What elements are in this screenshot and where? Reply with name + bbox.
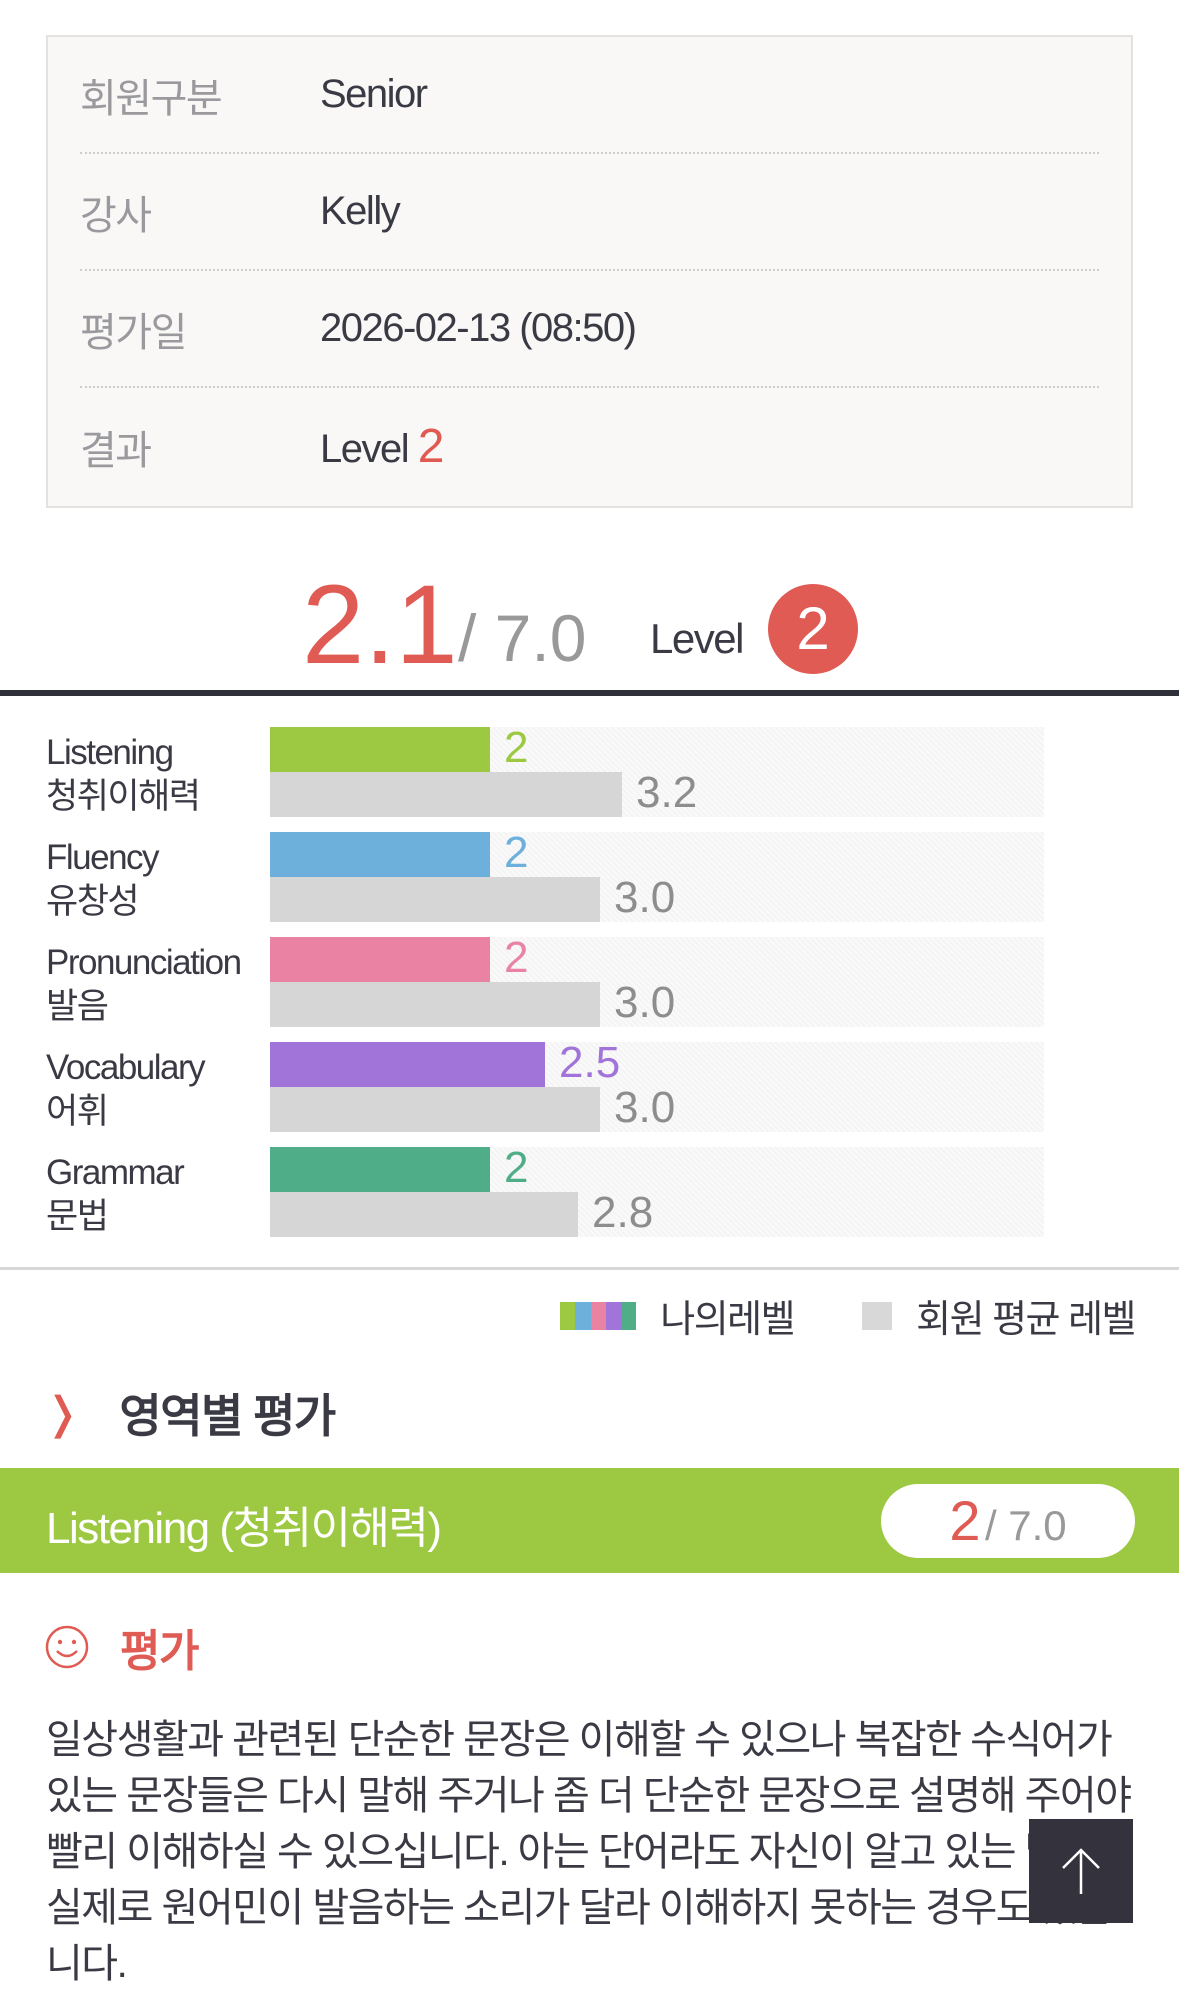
- bar-average: [270, 877, 600, 922]
- chart-row: Vocabulary 어휘 2.5 3.0: [0, 1038, 1179, 1147]
- category-label: Listening 청취이해력: [46, 731, 201, 819]
- info-value: Kelly: [320, 189, 401, 233]
- level-prefix: Level: [320, 427, 418, 471]
- level-badge: 2: [768, 584, 858, 674]
- category-ko: 발음: [46, 987, 109, 1026]
- category-en: Grammar: [46, 1153, 185, 1192]
- chart-row: Grammar 문법 2 2.8: [0, 1143, 1179, 1252]
- legend-color: [621, 1301, 637, 1330]
- bar-track: 2 3.0: [270, 828, 1044, 922]
- value-label-average: 2.8: [592, 1188, 654, 1237]
- info-row-teacher: 강사 Kelly: [80, 154, 1099, 271]
- info-value: Senior: [320, 72, 428, 116]
- section-heading: ❭ 영역별 평가: [44, 1380, 336, 1446]
- overall-score: 2.1 / 7.0 Level 2: [0, 560, 1179, 690]
- bar-track: 2 3.2: [270, 723, 1044, 817]
- section-title: 영역별 평가: [119, 1390, 336, 1442]
- divider: [0, 690, 1179, 696]
- legend-color: [590, 1301, 606, 1330]
- category-en: Listening: [46, 733, 174, 772]
- value-label-my-level: 2: [504, 1143, 529, 1192]
- banner-score-value: 2: [949, 1489, 981, 1552]
- bar-track: 2 2.8: [270, 1143, 1044, 1237]
- bar-track: 2.5 3.0: [270, 1038, 1044, 1132]
- category-label: Grammar 문법: [46, 1151, 185, 1239]
- divider: [0, 1267, 1179, 1270]
- bar-my-level: [270, 1042, 545, 1087]
- bar-average: [270, 772, 622, 817]
- bar-my-level: [270, 727, 490, 772]
- info-label: 결과: [80, 428, 152, 473]
- bar-my-level: [270, 832, 490, 877]
- category-en: Fluency: [46, 838, 160, 877]
- bar-average: [270, 982, 600, 1027]
- info-row-date: 평가일 2026-02-13 (08:50): [80, 271, 1099, 388]
- bar-my-level: [270, 1147, 490, 1192]
- chevron-right-icon: ❭: [44, 1388, 81, 1438]
- category-label: Vocabulary 어휘: [46, 1046, 206, 1134]
- bar-average: [270, 1192, 578, 1237]
- legend-swatch-average: [862, 1301, 893, 1330]
- value-label-average: 3.0: [614, 873, 676, 922]
- evaluation-text: 일상생활과 관련된 단순한 문장은 이해할 수 있으나 복잡한 수식어가 있는 …: [46, 1718, 1132, 1986]
- category-ko: 어휘: [46, 1092, 109, 1131]
- category-en: Pronunciation: [46, 943, 242, 982]
- banner-score: 2 / 7.0: [881, 1484, 1135, 1558]
- arrow-up-icon: [1062, 1848, 1100, 1894]
- info-value: 2026-02-13 (08:50): [320, 306, 637, 350]
- evaluation-heading: 평가: [44, 1615, 199, 1679]
- category-ko: 문법: [46, 1197, 109, 1236]
- legend-swatch-my-level: [560, 1301, 637, 1330]
- chart-row: Fluency 유창성 2 3.0: [0, 828, 1179, 937]
- chart-legend: 나의레벨 회원 평균 레벨: [560, 1288, 1136, 1343]
- category-label: Fluency 유창성: [46, 836, 160, 924]
- value-label-average: 3.0: [614, 978, 676, 1027]
- info-table: 회원구분 Senior 강사 Kelly 평가일 2026-02-13 (08:50)…: [46, 35, 1133, 508]
- score-max: / 7.0: [458, 601, 587, 675]
- info-label: 평가일: [80, 310, 187, 355]
- skill-banner: Listening (청취이해력) 2 / 7.0: [0, 1468, 1179, 1573]
- legend-color: [560, 1301, 576, 1330]
- chart-row: Listening 청취이해력 2 3.2: [0, 723, 1179, 832]
- legend-average: 회원 평균 레벨: [916, 1299, 1136, 1341]
- scroll-top-button[interactable]: [1029, 1819, 1133, 1923]
- legend-my-level: 나의레벨: [660, 1299, 795, 1341]
- info-row-result: 결과 Level 2: [80, 388, 1099, 505]
- info-label: 강사: [80, 193, 152, 238]
- info-label: 회원구분: [80, 76, 223, 121]
- value-label-average: 3.2: [636, 768, 698, 817]
- category-label: Pronunciation 발음: [46, 941, 242, 1029]
- skill-bar-chart: Listening 청취이해력 2 3.2 Fluency 유창성 2 3.0 Pron…: [0, 723, 1179, 1252]
- category-en: Vocabulary: [46, 1048, 206, 1087]
- value-label-my-level: 2.5: [559, 1038, 621, 1087]
- value-label-my-level: 2: [504, 723, 529, 772]
- info-row-member-type: 회원구분 Senior: [80, 37, 1099, 154]
- value-label-average: 3.0: [614, 1083, 676, 1132]
- smiley-icon: [45, 1625, 89, 1669]
- bar-track: 2 3.0: [270, 933, 1044, 1027]
- value-label-my-level: 2: [504, 828, 529, 877]
- result-level: 2: [417, 420, 445, 473]
- category-ko: 청취이해력: [46, 777, 201, 816]
- chart-row: Pronunciation 발음 2 3.0: [0, 933, 1179, 1042]
- bar-my-level: [270, 937, 490, 982]
- evaluation-title: 평가: [120, 1627, 199, 1676]
- value-label-my-level: 2: [504, 933, 529, 982]
- banner-score-max: / 7.0: [984, 1502, 1067, 1549]
- bar-average: [270, 1087, 600, 1132]
- info-value: Level 2: [320, 419, 445, 474]
- banner-title: Listening (청취이해력): [46, 1504, 442, 1553]
- legend-color: [575, 1301, 591, 1330]
- score-value: 2.1: [302, 562, 458, 687]
- legend-color: [605, 1301, 622, 1330]
- category-ko: 유창성: [46, 882, 140, 921]
- level-label: Level: [650, 615, 744, 662]
